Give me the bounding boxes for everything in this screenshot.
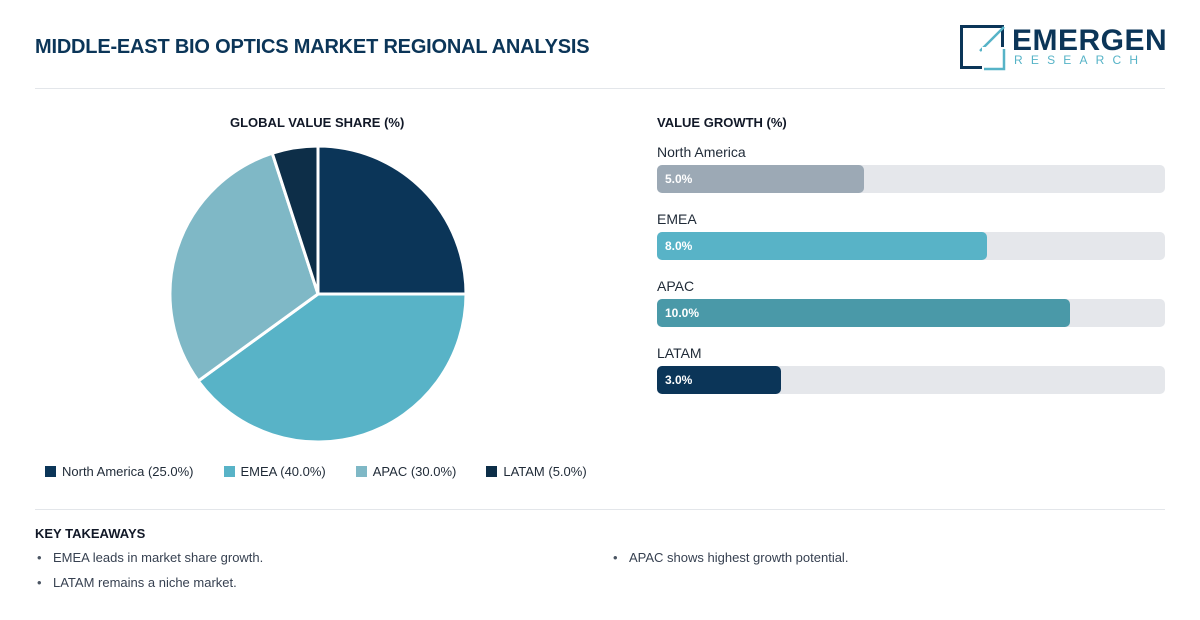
takeaway-item: LATAM remains a niche market. — [35, 575, 237, 590]
page-title: MIDDLE-EAST BIO OPTICS MARKET REGIONAL A… — [35, 36, 590, 58]
legend-swatch — [45, 466, 56, 477]
pie-slice-latam — [270, 144, 320, 295]
pie-chart-title: GLOBAL VALUE SHARE (%) — [230, 115, 405, 130]
bar-row-emea: EMEA 8.0% — [657, 210, 1165, 277]
bar-track: 3.0% — [657, 366, 1165, 394]
bar-row-latam: LATAM 3.0% — [657, 344, 1165, 411]
header-divider — [35, 88, 1165, 89]
header: MIDDLE-EAST BIO OPTICS MARKET REGIONAL A… — [35, 22, 1167, 88]
logo-subtext: RESEARCH — [1014, 53, 1147, 67]
bar-track: 5.0% — [657, 165, 1165, 193]
emergen-logo: EMERGEN RESEARCH — [960, 24, 1167, 72]
bar-label: APAC — [657, 278, 695, 294]
legend-swatch — [223, 466, 235, 477]
legend-label: APAC (30.0%) — [372, 464, 457, 479]
pie-slice-apac — [168, 151, 320, 384]
bar-value-label: 10.0% — [665, 306, 700, 320]
key-takeaways-list: EMEA leads in market share growth. APAC … — [35, 550, 1165, 600]
bar-chart-title: VALUE GROWTH (%) — [657, 115, 787, 130]
key-takeaways-title: KEY TAKEAWAYS — [35, 526, 146, 541]
section-divider — [35, 509, 1165, 510]
takeaway-item: EMEA leads in market share growth. — [35, 550, 263, 565]
takeaway-item: APAC shows highest growth potential. — [611, 550, 848, 565]
bar-value-label: 5.0% — [665, 172, 693, 186]
bar-fill: 3.0% — [657, 366, 781, 394]
bar-track: 8.0% — [657, 232, 1165, 260]
pie-slice-north-america — [316, 144, 468, 296]
legend-item-emea: EMEA (40.0%) — [223, 464, 326, 479]
bar-fill: 8.0% — [657, 232, 988, 260]
pie-chart-svg — [168, 144, 468, 444]
legend-item-latam: LATAM (5.0%) — [486, 464, 587, 479]
pie-legend: North America (25.0%) EMEA (40.0%) APAC … — [45, 464, 587, 479]
legend-item-apac: APAC (30.0%) — [355, 464, 457, 479]
legend-item-north-america: North America (25.0%) — [45, 464, 194, 479]
bar-label: North America — [657, 144, 746, 160]
legend-label: North America (25.0%) — [62, 464, 194, 479]
bar-fill: 5.0% — [657, 165, 864, 193]
legend-label: EMEA (40.0%) — [240, 464, 326, 479]
bar-label: EMEA — [657, 211, 697, 227]
logo-mark-icon — [960, 25, 1006, 71]
legend-swatch — [486, 466, 498, 477]
bar-row-north-america: North America 5.0% — [657, 143, 1165, 210]
bar-value-label: 3.0% — [665, 373, 693, 387]
legend-label: LATAM (5.0%) — [503, 464, 587, 479]
pie-slice-emea — [196, 292, 468, 444]
bar-value-label: 8.0% — [665, 239, 693, 253]
logo-wordmark: EMERGEN — [1012, 24, 1168, 57]
bar-track: 10.0% — [657, 299, 1165, 327]
bar-row-apac: APAC 10.0% — [657, 277, 1165, 344]
bar-chart: North America 5.0% EMEA 8.0% APAC 10.0% … — [657, 143, 1165, 411]
legend-swatch — [355, 466, 367, 477]
pie-chart — [168, 144, 468, 444]
bar-fill: 10.0% — [657, 299, 1070, 327]
bar-label: LATAM — [657, 345, 702, 361]
